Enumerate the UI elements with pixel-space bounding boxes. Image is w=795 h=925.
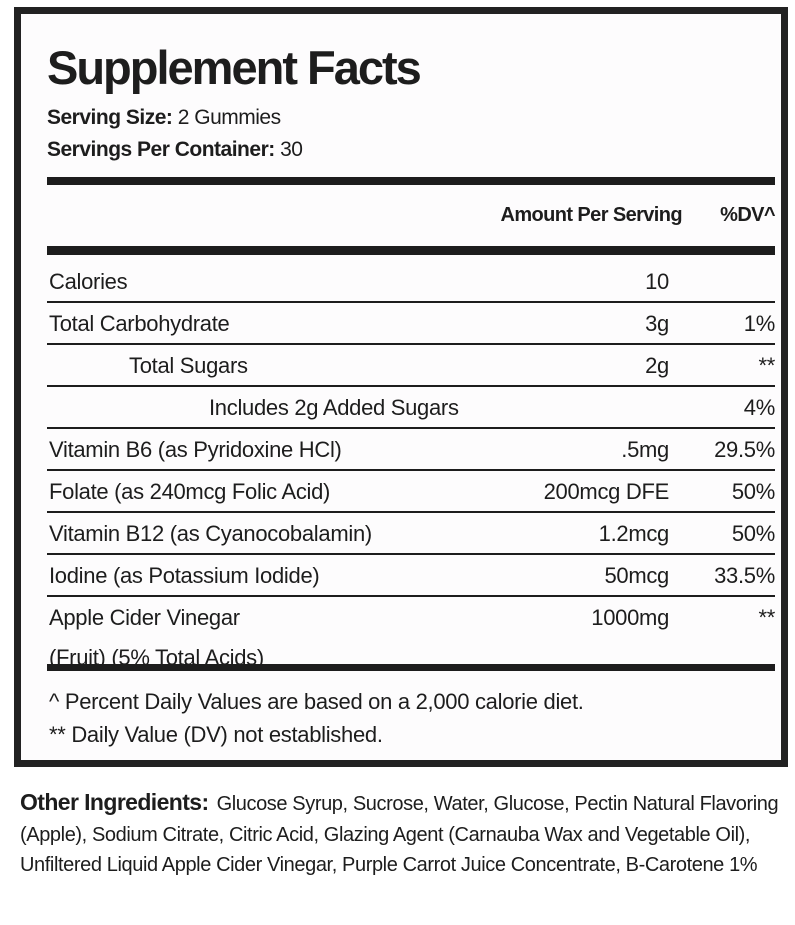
nutrient-dv: 29.5%	[714, 437, 775, 462]
table-row: Folate (as 240mcg Folic Acid) 200mcg DFE 5…	[47, 471, 775, 513]
other-ingredients-label: Other Ingredients:	[20, 789, 209, 815]
nutrient-amount: .5mg	[621, 437, 669, 462]
nutrient-dv: 33.5%	[714, 563, 775, 588]
nutrient-name: Apple Cider Vinegar	[49, 605, 240, 630]
nutrient-name: Vitamin B6 (as Pyridoxine HCl)	[49, 437, 342, 462]
other-ingredients: Other Ingredients: Glucose Syrup, Sucrose…	[20, 787, 780, 881]
nutrient-amount: 2g	[645, 353, 669, 378]
nutrient-amount: 1000mg	[591, 605, 669, 630]
nutrient-name: Calories	[49, 269, 128, 294]
nutrient-name: Vitamin B12 (as Cyanocobalamin)	[49, 521, 372, 546]
footnote-dv: ^ Percent Daily Values are based on a 2,…	[49, 689, 584, 714]
nutrient-dv: 50%	[731, 479, 775, 504]
dv-column-header: %DV^	[720, 204, 775, 226]
nutrient-name: Iodine (as Potassium Iodide)	[49, 563, 320, 588]
panel-title: Supplement Facts	[47, 41, 422, 94]
servings-label: Servings Per Container:	[47, 138, 275, 161]
table-row: Apple Cider Vinegar (Fruit) (5% Total Aci…	[47, 597, 775, 679]
serving-size: Serving Size: 2 Gummies	[47, 106, 281, 130]
divider-thick	[47, 177, 775, 185]
table-row: Vitamin B12 (as Cyanocobalamin) 1.2mcg 50%	[47, 513, 775, 555]
table-row: Iodine (as Potassium Iodide) 50mcg 33.5%	[47, 555, 775, 597]
nutrient-name: Total Carbohydrate	[49, 311, 230, 336]
nutrient-amount: 50mcg	[604, 563, 669, 588]
supplement-facts-panel: Supplement Facts Serving Size: 2 Gummies…	[14, 7, 788, 767]
nutrient-amount: 200mcg DFE	[543, 479, 670, 504]
divider-thick	[47, 246, 775, 255]
nutrient-name: Includes 2g Added Sugars	[209, 395, 459, 420]
nutrient-table: Calories 10 Total Carbohydrate 3g 1% Total …	[47, 261, 775, 679]
nutrient-dv: 4%	[743, 395, 776, 420]
nutrient-dv: 50%	[731, 521, 775, 546]
nutrient-amount: 10	[645, 269, 669, 294]
divider-thick	[47, 664, 775, 671]
nutrient-amount: 1.2mcg	[598, 521, 670, 546]
nutrient-dv: **	[758, 353, 775, 378]
table-row: Total Sugars 2g **	[47, 345, 775, 387]
servings-per-container: Servings Per Container: 30	[47, 138, 303, 162]
table-row: Includes 2g Added Sugars 4%	[47, 387, 775, 429]
nutrient-name: Folate (as 240mcg Folic Acid)	[49, 479, 331, 504]
table-row: Calories 10	[47, 261, 775, 303]
table-row: Total Carbohydrate 3g 1%	[47, 303, 775, 345]
amount-column-header: Amount Per Serving	[500, 204, 683, 226]
table-row: Vitamin B6 (as Pyridoxine HCl) .5mg 29.5%	[47, 429, 775, 471]
nutrient-amount: 3g	[645, 311, 669, 336]
serving-size-label: Serving Size:	[47, 106, 173, 129]
serving-size-value: 2 Gummies	[177, 106, 281, 129]
footnote-not-established: ** Daily Value (DV) not established.	[49, 722, 383, 747]
nutrient-dv: 1%	[743, 311, 776, 336]
servings-value: 30	[280, 138, 303, 161]
nutrient-name: Total Sugars	[129, 353, 248, 378]
nutrient-dv: **	[758, 605, 775, 630]
other-ingredients-text: Glucose Syrup, Sucrose, Water, Glucose, …	[20, 793, 779, 876]
